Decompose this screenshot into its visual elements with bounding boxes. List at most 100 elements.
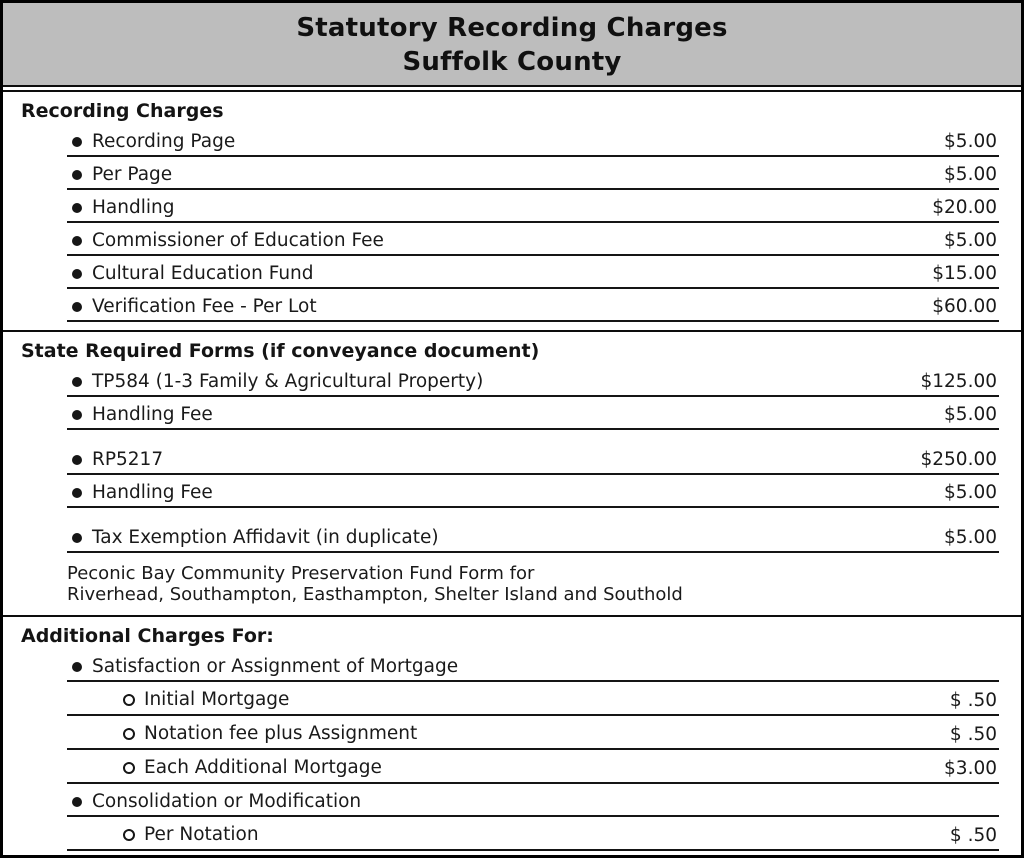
fee-amount: $5.00 bbox=[944, 527, 997, 548]
fee-row: Satisfaction or Assignment of Mortgage bbox=[67, 649, 999, 682]
fee-label-text: Handling bbox=[92, 197, 175, 218]
open-bullet-icon bbox=[123, 728, 135, 740]
fee-label: Handling Fee bbox=[67, 482, 213, 504]
open-bullet-icon bbox=[123, 829, 135, 841]
fee-row: Tax Exemption Affidavit (in duplicate) $5… bbox=[67, 520, 999, 553]
filled-bullet-icon bbox=[72, 533, 82, 543]
fee-label-text: Consolidation or Modification bbox=[92, 791, 362, 812]
document-title-line1: Statutory Recording Charges bbox=[296, 13, 728, 43]
fee-row: RP5217 $250.00 bbox=[67, 442, 999, 475]
document-title-line2: Suffolk County bbox=[402, 47, 622, 77]
fee-label: Consolidation or Modification bbox=[67, 791, 361, 813]
filled-bullet-icon bbox=[72, 302, 82, 312]
fee-amount: $5.00 bbox=[944, 230, 997, 251]
fee-row: Recording Page $5.00 bbox=[67, 124, 999, 157]
fee-amount: $ .50 bbox=[949, 724, 997, 745]
fee-label-text: Handling Fee bbox=[92, 482, 213, 503]
header-divider bbox=[3, 87, 1021, 92]
section-heading: Recording Charges bbox=[21, 100, 224, 122]
fee-section: State Required Forms (if conveyance docu… bbox=[3, 330, 1021, 615]
section-note: Peconic Bay Community Preservation Fund … bbox=[67, 563, 999, 605]
fee-amount: $5.00 bbox=[944, 131, 997, 152]
fee-label-text: TP584 (1-3 Family & Agricultural Propert… bbox=[92, 371, 484, 392]
fee-label-text: Commissioner of Education Fee bbox=[92, 230, 384, 251]
fee-row: Consolidation or Modification bbox=[67, 784, 999, 817]
fee-row: Handling Fee $5.00 bbox=[67, 475, 999, 508]
fee-amount: $5.00 bbox=[944, 404, 997, 425]
open-bullet-icon bbox=[123, 762, 135, 774]
note-line: Peconic Bay Community Preservation Fund … bbox=[67, 563, 535, 584]
section-rows: Recording Page $5.00 Per Page $5.00 Handling… bbox=[3, 124, 1021, 322]
fee-label: Satisfaction or Assignment of Mortgage bbox=[67, 656, 458, 678]
fee-section: Recording Charges Recording Page $5.00 Per… bbox=[3, 92, 1021, 330]
fee-label: Per Notation bbox=[67, 824, 259, 846]
fee-amount: $125.00 bbox=[920, 371, 997, 392]
fee-amount: $15.00 bbox=[932, 263, 997, 284]
fee-row: Verification Fee - Per Lot $60.00 bbox=[67, 289, 999, 322]
fee-amount: $ .50 bbox=[949, 825, 997, 846]
fee-label: Handling Fee bbox=[67, 404, 213, 426]
fee-label-text: Tax Exemption Affidavit (in duplicate) bbox=[92, 527, 439, 548]
fee-label: RP5217 bbox=[67, 449, 163, 471]
section-heading: Additional Charges For: bbox=[21, 625, 274, 647]
filled-bullet-icon bbox=[72, 410, 82, 420]
fee-label: Cultural Education Fund bbox=[67, 263, 314, 285]
fee-label-text: Per Page bbox=[92, 164, 173, 185]
fee-label: Handling bbox=[67, 197, 174, 219]
fee-label-text: Satisfaction or Assignment of Mortgage bbox=[92, 656, 459, 677]
fee-amount: $5.00 bbox=[944, 482, 997, 503]
filled-bullet-icon bbox=[72, 137, 82, 147]
filled-bullet-icon bbox=[72, 269, 82, 279]
fee-row: Each Additional Mortgage $3.00 bbox=[67, 750, 999, 784]
fee-label: Verification Fee - Per Lot bbox=[67, 296, 317, 318]
fee-label-text: RP5217 bbox=[92, 449, 164, 470]
fee-row: Commissioner of Education Fee $5.00 bbox=[67, 223, 999, 256]
filled-bullet-icon bbox=[72, 488, 82, 498]
fee-label-text: Recording Page bbox=[92, 131, 236, 152]
section-rows: TP584 (1-3 Family & Agricultural Propert… bbox=[3, 364, 1021, 553]
filled-bullet-icon bbox=[72, 377, 82, 387]
fee-amount: $20.00 bbox=[932, 197, 997, 218]
fee-row: Per Notation $ .50 bbox=[67, 817, 999, 851]
fee-body: Recording Charges Recording Page $5.00 Per… bbox=[3, 92, 1021, 855]
fee-row: Handling $20.00 bbox=[67, 190, 999, 223]
filled-bullet-icon bbox=[72, 203, 82, 213]
fee-label-text: Notation fee plus Assignment bbox=[144, 723, 418, 744]
fee-label-text: Initial Mortgage bbox=[144, 689, 290, 710]
fee-amount: $5.00 bbox=[944, 164, 997, 185]
fee-label: Tax Exemption Affidavit (in duplicate) bbox=[67, 527, 439, 549]
filled-bullet-icon bbox=[72, 797, 82, 807]
fee-label: Initial Mortgage bbox=[67, 689, 289, 711]
section-rows: Satisfaction or Assignment of Mortgage In… bbox=[3, 649, 1021, 851]
filled-bullet-icon bbox=[72, 662, 82, 672]
fee-row: Notation fee plus Assignment $ .50 bbox=[67, 716, 999, 750]
fee-label: Per Page bbox=[67, 164, 172, 186]
fee-section: Additional Charges For: Satisfaction or … bbox=[3, 615, 1021, 855]
fee-row: TP584 (1-3 Family & Agricultural Propert… bbox=[67, 364, 999, 397]
open-bullet-icon bbox=[123, 694, 135, 706]
filled-bullet-icon bbox=[72, 455, 82, 465]
fee-label-text: Cultural Education Fund bbox=[92, 263, 314, 284]
fee-amount: $250.00 bbox=[920, 449, 997, 470]
filled-bullet-icon bbox=[72, 236, 82, 246]
fee-label: Commissioner of Education Fee bbox=[67, 230, 384, 252]
filled-bullet-icon bbox=[72, 170, 82, 180]
fee-label: TP584 (1-3 Family & Agricultural Propert… bbox=[67, 371, 483, 393]
fee-label-text: Handling Fee bbox=[92, 404, 213, 425]
fee-label: Notation fee plus Assignment bbox=[67, 723, 417, 745]
fee-amount: $3.00 bbox=[944, 758, 997, 779]
fee-row: Initial Mortgage $ .50 bbox=[67, 682, 999, 716]
fee-label: Each Additional Mortgage bbox=[67, 757, 382, 779]
fee-amount: $ .50 bbox=[949, 690, 997, 711]
section-heading: State Required Forms (if conveyance docu… bbox=[21, 340, 540, 362]
document-header: Statutory Recording Charges Suffolk Coun… bbox=[3, 3, 1021, 87]
note-line: Riverhead, Southampton, Easthampton, She… bbox=[67, 584, 683, 605]
fee-label-text: Per Notation bbox=[144, 824, 259, 845]
fee-row: Per Page $5.00 bbox=[67, 157, 999, 190]
fee-amount: $60.00 bbox=[932, 296, 997, 317]
fee-label-text: Each Additional Mortgage bbox=[144, 757, 382, 778]
fee-row: Handling Fee $5.00 bbox=[67, 397, 999, 430]
fee-label-text: Verification Fee - Per Lot bbox=[92, 296, 317, 317]
fee-label: Recording Page bbox=[67, 131, 235, 153]
